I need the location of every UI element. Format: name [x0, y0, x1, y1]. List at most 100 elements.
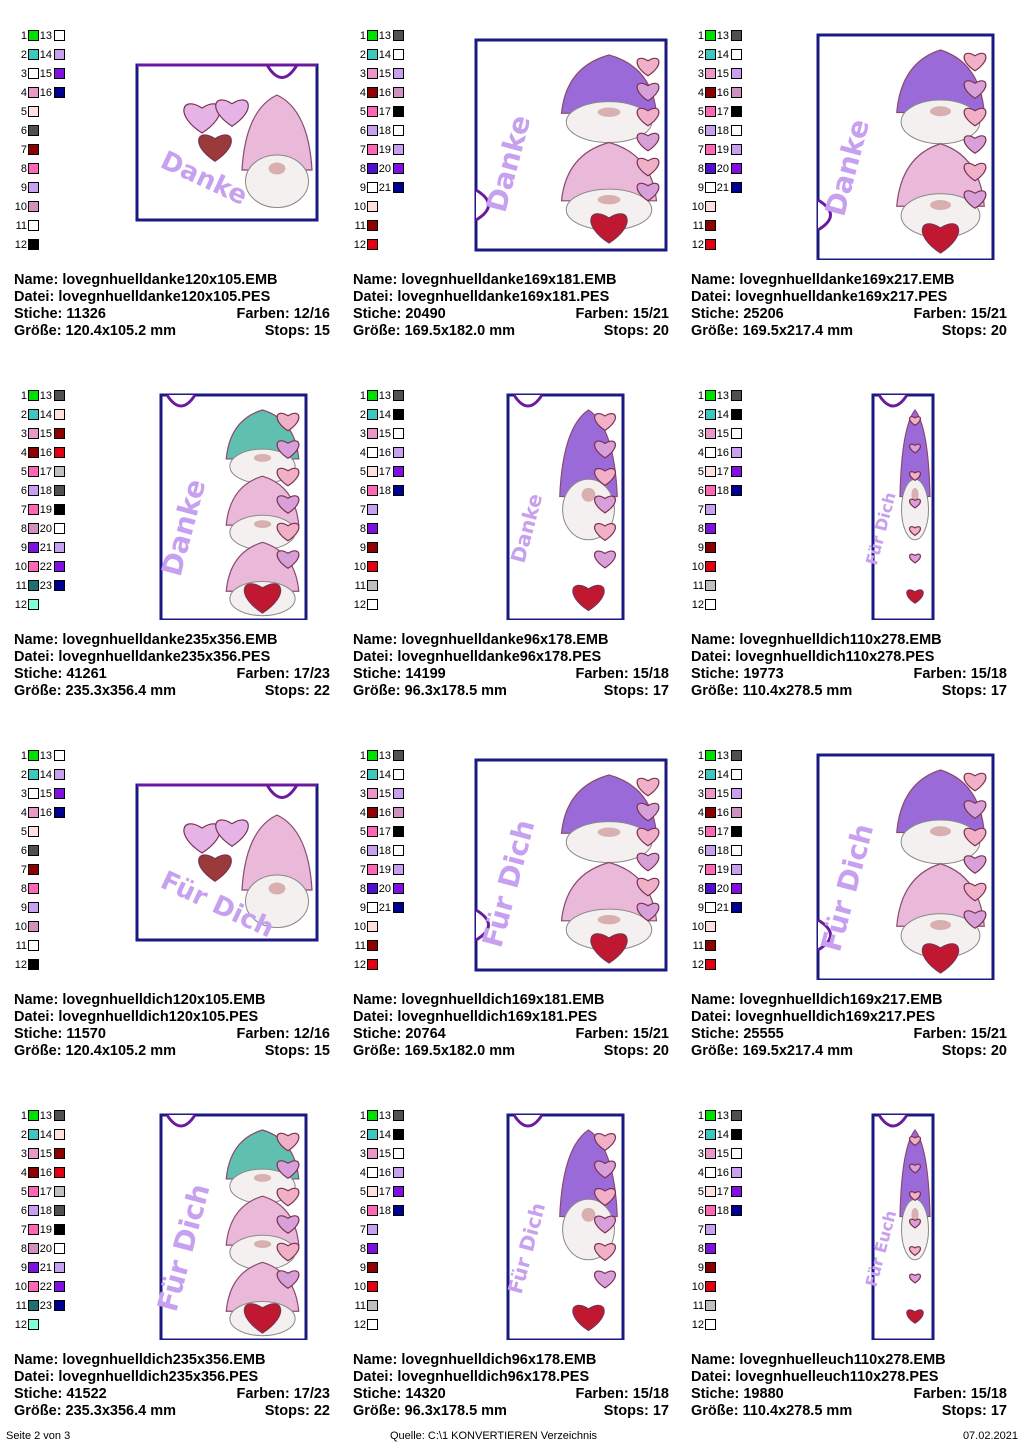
color-swatch: [367, 883, 378, 894]
palette-number: 9: [20, 542, 27, 554]
palette-number: 6: [359, 845, 366, 857]
color-swatch: [28, 1186, 39, 1197]
palette-number: 3: [359, 68, 366, 80]
design-file: Datei: lovegnhuelleuch110x278.PES: [691, 1369, 1007, 1386]
palette-number: 16: [716, 87, 729, 99]
design-file: Datei: lovegnhuelldanke169x181.PES: [353, 289, 669, 306]
stacked-heart: [276, 495, 300, 515]
color-swatch: [393, 409, 404, 420]
color-swatch: [54, 1148, 65, 1159]
palette-number: 22: [39, 561, 52, 573]
stacked-heart: [594, 523, 616, 542]
color-swatch: [393, 883, 404, 894]
design-stitches: Stiche: 25206 Farben: 15/21: [691, 306, 1007, 323]
palette-number: 10: [353, 1281, 366, 1293]
stacked-heart: [636, 132, 660, 152]
design-info: Name: lovegnhuelldanke96x178.EMB Datei: l…: [353, 632, 669, 700]
design-file-label: Datei: lovegnhuelleuch110x278.PES: [691, 1369, 939, 1385]
color-swatch: [705, 1148, 716, 1159]
red-heart: [590, 933, 628, 964]
color-swatch: [731, 1167, 742, 1178]
red-heart: [906, 1309, 924, 1324]
color-swatch: [393, 163, 404, 174]
color-swatch: [367, 163, 378, 174]
palette-number: 12: [353, 1319, 366, 1331]
design-name: Name: lovegnhuelldich169x217.EMB: [691, 992, 1007, 1009]
balloon-heart-2: [215, 99, 249, 127]
palette-number: 17: [378, 466, 391, 478]
color-swatch: [393, 106, 404, 117]
palette-number: 19: [39, 1224, 52, 1236]
palette-number: 13: [716, 1110, 729, 1122]
design-card: 1 2 3 4 5 6 7 8 9 10 11 12 13 14 15 16 17 18 Für Dich Name:…: [691, 390, 1011, 735]
color-swatch: [705, 1281, 716, 1292]
color-swatch: [731, 769, 742, 780]
palette-number: 12: [353, 959, 366, 971]
color-swatch: [54, 1262, 65, 1273]
design-preview: Danke: [796, 30, 1011, 260]
color-swatch: [731, 485, 742, 496]
palette-number: 20: [39, 523, 52, 535]
design-file: Datei: lovegnhuelldanke169x217.PES: [691, 289, 1007, 306]
design-file-label: Datei: lovegnhuelldanke169x217.PES: [691, 289, 948, 305]
palette-number: 1: [359, 30, 366, 42]
color-swatch: [705, 1167, 716, 1178]
design-info: Name: lovegnhuelldich96x178.EMB Datei: lo…: [353, 1352, 669, 1420]
design-name: Name: lovegnhuelldanke169x181.EMB: [353, 272, 669, 289]
palette-number: 10: [353, 921, 366, 933]
design-card: 1 2 3 4 5 6 7 8 9 10 11 12 13 14 15 16 17 18 Für Euch Name:…: [691, 1110, 1011, 1455]
stacked-heart: [276, 522, 300, 542]
color-swatch: [705, 902, 716, 913]
palette-number: 15: [39, 1148, 52, 1160]
palette-number: 21: [378, 902, 391, 914]
gnome-figure: [560, 861, 658, 951]
color-swatch: [28, 106, 39, 117]
palette-number: 10: [14, 1281, 27, 1293]
design-file: Datei: lovegnhuelldanke96x178.PES: [353, 649, 669, 666]
color-swatch: [393, 1167, 404, 1178]
color-swatch: [28, 845, 39, 856]
color-swatch: [367, 390, 378, 401]
palette-number: 4: [20, 807, 27, 819]
balloon-heart-1: [183, 823, 221, 854]
stacked-heart: [594, 1133, 616, 1152]
design-size: Größe: 120.4x105.2 mm Stops: 15: [14, 1043, 330, 1060]
palette-number: 9: [359, 1262, 366, 1274]
palette-number: 10: [14, 561, 27, 573]
color-swatch: [705, 1243, 716, 1254]
palette-number: 4: [20, 1167, 27, 1179]
color-swatch: [28, 409, 39, 420]
palette-number: 21: [716, 902, 729, 914]
design-name: Name: lovegnhuelldich169x181.EMB: [353, 992, 669, 1009]
gnome-figure: [560, 774, 658, 864]
color-swatch: [28, 807, 39, 818]
palette-number: 13: [716, 30, 729, 42]
color-swatch: [731, 428, 742, 439]
stacked-heart: [909, 443, 921, 454]
design-name-label: Name: lovegnhuelldich110x278.EMB: [691, 632, 942, 648]
color-swatch: [393, 1186, 404, 1197]
color-swatch: [367, 182, 378, 193]
design-size-right: Stops: 15: [264, 1043, 330, 1059]
palette-number: 7: [20, 504, 27, 516]
palette-number: 1: [359, 1110, 366, 1122]
palette-number: 11: [354, 1300, 366, 1312]
color-swatch: [367, 1224, 378, 1235]
color-swatch: [367, 1262, 378, 1273]
palette-number: 22: [39, 1281, 52, 1293]
palette-number: 14: [378, 49, 391, 61]
palette-number: 7: [359, 144, 366, 156]
design-stitches-right: Farben: 15/18: [575, 666, 670, 682]
design-name: Name: lovegnhuelldich110x278.EMB: [691, 632, 1007, 649]
balloon-heart-3: [198, 134, 232, 162]
design-file: Datei: lovegnhuelldich110x278.PES: [691, 649, 1007, 666]
design-file-label: Datei: lovegnhuelldich169x181.PES: [353, 1009, 598, 1025]
frame-notch: [475, 188, 490, 222]
design-card: 1 2 3 4 5 6 7 8 9 10 11 12 13 14 15 16 17 18 19 20 21 22 23 Dan…: [14, 390, 334, 735]
palette-number: 21: [716, 182, 729, 194]
design-file-label: Datei: lovegnhuelldanke120x105.PES: [14, 289, 271, 305]
color-swatch: [54, 409, 65, 420]
color-swatch: [367, 864, 378, 875]
palette-number: 14: [378, 769, 391, 781]
design-stitches-label: Stiche: 11326: [14, 306, 106, 322]
